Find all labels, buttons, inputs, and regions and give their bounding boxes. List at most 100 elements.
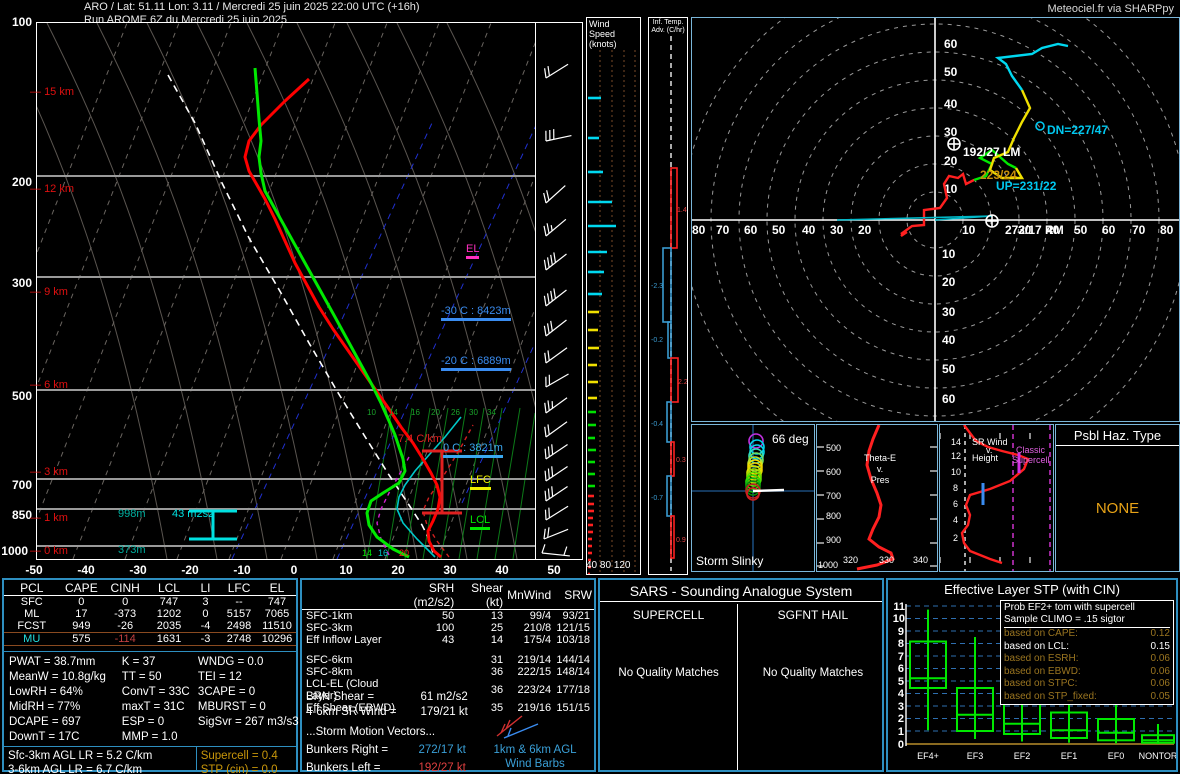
svg-text:50: 50 xyxy=(944,65,958,79)
svg-text:4: 4 xyxy=(953,515,958,525)
svg-text:14: 14 xyxy=(951,437,961,447)
svg-text:11: 11 xyxy=(893,601,905,613)
table-row[interactable]: SFC-1km 50 13 99/4 93/21 xyxy=(306,610,590,622)
svg-text:0.3: 0.3 xyxy=(676,457,686,464)
skewt-plot-area[interactable]: 10 14 16 20 26 30 34 14 16 20 xyxy=(36,22,536,560)
corfidi-vector-2 xyxy=(836,215,993,221)
moisture-block: PWAT = 38.7mm MeanW = 10.8g/kg LowRH = 6… xyxy=(4,651,299,745)
slinky-title: Storm Slinky xyxy=(696,554,763,568)
svg-text:900: 900 xyxy=(826,535,841,545)
svg-text:70: 70 xyxy=(1132,223,1146,237)
temp-advection-title: Inf. Temp. Adv. (C/hr) xyxy=(651,19,685,34)
hodograph-panel[interactable]: 60 50 40 30 20 10 10 20 30 40 50 60 80 70 60 50 … xyxy=(691,17,1180,422)
svg-text:50: 50 xyxy=(942,362,956,376)
stp-probability-legend[interactable]: Prob EF2+ tom with supercell Sample CLIM… xyxy=(1000,600,1174,705)
svg-text:5: 5 xyxy=(898,676,904,688)
svg-text:1000: 1000 xyxy=(818,560,838,570)
lapse-rate-block: Sfc-3km AGL LR = 5.2 C/km 3-6km AGL LR =… xyxy=(4,746,296,774)
wind-barb-caption: 1km & 6km AGL Wind Barbs xyxy=(493,744,577,770)
temp-advection-svg: 1.4 -2.3 -0.2 2.2 -0.4 0.3 -0.7 0.9 xyxy=(651,36,687,571)
legend-row: based on STP_fixed: 0.05 xyxy=(1004,690,1170,702)
el-label: EL xyxy=(466,243,480,259)
temp-tick--20: -20 xyxy=(181,563,199,577)
col-lfc: LFC xyxy=(220,581,258,596)
table-row[interactable]: SFC-6km 31 219/14 144/14 xyxy=(306,654,590,666)
hodo-segment-6-9km xyxy=(988,89,1032,180)
svg-text:-2.3: -2.3 xyxy=(651,283,663,290)
col-cape: CAPE xyxy=(59,581,104,596)
wind-barb-legend-icon xyxy=(496,715,539,739)
stp-chart-panel[interactable]: Effective Layer STP (with CIN) xyxy=(886,578,1178,772)
sars-title: SARS - Sounding Analogue System xyxy=(600,580,882,602)
pressure-tick-850: 850 xyxy=(11,508,32,522)
table-row[interactable]: FCST 949 -26 2035 -4 2498 11510 xyxy=(17,620,292,632)
temp-advection-panel[interactable]: Inf. Temp. Adv. (C/hr) 1.4 -2.3 -0.2 2.2… xyxy=(648,17,688,575)
possible-hazard-panel[interactable]: Psbl Haz. Type NONE xyxy=(1055,424,1180,572)
pressure-tick-100: 100 xyxy=(11,15,32,29)
col-li: LI xyxy=(190,581,221,596)
svg-text:EF1: EF1 xyxy=(1061,751,1078,761)
svg-text:0.9: 0.9 xyxy=(676,537,686,544)
height-mark-15km: — 15 km xyxy=(30,86,75,98)
svg-text:EF4+: EF4+ xyxy=(917,751,939,761)
skewt-svg: 10 14 16 20 26 30 34 14 16 20 xyxy=(37,23,535,559)
svg-text:20: 20 xyxy=(431,408,440,417)
kinematics-table: SRH (m2/s2) Shear (kt) MnWind SRW SFC-1k… xyxy=(302,581,594,714)
dewpoint-trace xyxy=(253,67,410,559)
svg-text:3: 3 xyxy=(898,701,904,713)
svg-text:30: 30 xyxy=(830,223,844,237)
svg-text:330: 330 xyxy=(879,555,894,565)
sars-hail-header: SGFNT HAIL xyxy=(777,608,849,622)
minus30-label: -30 C : 8423m xyxy=(441,305,511,321)
svg-text:60: 60 xyxy=(1102,223,1116,237)
storm-slinky-panel[interactable]: 66 deg Storm Slinky xyxy=(691,424,815,572)
table-row[interactable]: SFC-3km 100 25 210/8 121/15 xyxy=(306,622,590,634)
table-row[interactable]: LCL-EL (Cloud Layer) 36 223/24 177/18 xyxy=(306,678,590,702)
thermodynamics-panel[interactable]: PCL CAPE CINH LCL LI LFC EL SFC 0 0 747 … xyxy=(2,578,299,774)
table-row-selected[interactable]: MU 575 -114 1631 -3 2748 10296 xyxy=(4,632,296,646)
brn-shear-row: BRN Shear = 61 m2/s2 xyxy=(306,691,468,703)
svg-text:2: 2 xyxy=(953,533,958,543)
hazard-value: NONE xyxy=(1095,500,1140,517)
col-srw: SRW xyxy=(553,581,594,610)
parcel-table: PCL CAPE CINH LCL LI LFC EL SFC 0 0 747 … xyxy=(4,581,296,646)
theta-e-panel[interactable]: 500 600 700 800 900 1000 320 330 340 Theta-E … xyxy=(816,424,938,572)
svg-text:30: 30 xyxy=(1018,223,1032,237)
table-row[interactable]: SFC 0 0 747 3 -- 747 xyxy=(20,596,287,608)
list-item[interactable]: Bunkers Right = 272/17 kt xyxy=(306,744,466,756)
sr-wind-title-3: Height xyxy=(972,453,999,463)
sars-supercell-column[interactable]: SUPERCELL No Quality Matches xyxy=(600,604,739,770)
svg-text:0: 0 xyxy=(898,739,904,751)
svg-text:34: 34 xyxy=(487,408,496,417)
svg-text:DN=227/47: DN=227/47 xyxy=(1047,123,1108,137)
wind-barb-column[interactable] xyxy=(536,22,583,560)
pressure-tick-700: 700 xyxy=(11,478,32,492)
svg-text:UP=231/22: UP=231/22 xyxy=(996,179,1057,193)
sars-hail-column[interactable]: SGFNT HAIL No Quality Matches xyxy=(744,604,882,770)
sr-wind-annot-2: Supercell xyxy=(1012,455,1050,465)
pressure-tick-500: 500 xyxy=(11,389,32,403)
sars-supercell-message: No Quality Matches xyxy=(618,667,719,679)
kinematics-panel[interactable]: SRH (m2/s2) Shear (kt) MnWind SRW SFC-1k… xyxy=(300,578,596,774)
skewt-panel[interactable]: 100 200 300 500 700 850 1000 -50 -40 -30… xyxy=(0,15,584,577)
svg-text:40: 40 xyxy=(802,223,816,237)
theta-e-title-3: Pres xyxy=(871,475,890,485)
table-row[interactable]: SFC-8km 36 222/15 148/14 xyxy=(306,666,590,678)
table-row[interactable]: ML 17 -373 1202 0 5157 7065 xyxy=(24,608,290,620)
svg-text:20: 20 xyxy=(942,275,956,289)
sars-panel[interactable]: SARS - Sounding Analogue System SUPERCEL… xyxy=(598,578,884,772)
svg-text:12: 12 xyxy=(951,451,961,461)
legend-row: based on CAPE: 0.12 xyxy=(1004,628,1170,639)
temp-tick-50: 50 xyxy=(547,563,561,577)
list-item[interactable]: Bunkers Left = 192/27 kt xyxy=(306,762,466,774)
hodo-segment-3-6km xyxy=(973,148,1017,182)
lcl-label: LCL xyxy=(470,514,491,530)
wind-speed-panel[interactable]: Wind Speed (knots) xyxy=(586,17,641,575)
svg-text:800: 800 xyxy=(826,511,841,521)
svg-text:50: 50 xyxy=(772,223,786,237)
table-row[interactable]: Eff Shear (EBWD) 35 219/16 151/15 xyxy=(306,702,590,714)
svg-text:30: 30 xyxy=(469,408,478,417)
table-row[interactable]: Eff Inflow Layer 43 14 175/4 103/18 xyxy=(306,634,590,646)
temp-tick-20: 20 xyxy=(391,563,405,577)
